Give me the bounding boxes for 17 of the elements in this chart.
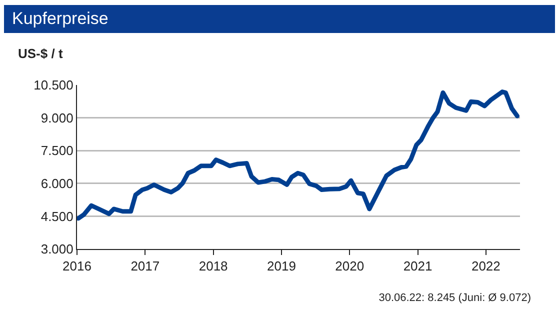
chart-title: Kupferpreise [4,5,555,33]
y-tick-label: 3.000 [40,242,74,257]
x-tick-label: 2019 [267,258,296,274]
y-tick-label: 10.500 [34,78,74,93]
y-tick-label: 9.000 [40,110,74,126]
y-tick-label: 6.000 [40,176,74,191]
text: 30.06.22: 8.245 (Juni: Ø 9.072) [378,292,531,304]
x-tick-label: 2021 [403,258,432,274]
line-series [77,90,520,221]
x-tick-label: 2020 [335,258,364,274]
x-tick-label: 2016 [62,258,92,274]
y-tick-label: 7.500 [40,143,74,158]
x-tick-label: 2022 [471,258,500,274]
x-tick-label: 2017 [130,258,160,274]
x-tick-label: 2018 [198,258,228,274]
y-tick-label: 4.500 [40,208,74,224]
y-axis-title: US-$ / t [18,46,63,61]
